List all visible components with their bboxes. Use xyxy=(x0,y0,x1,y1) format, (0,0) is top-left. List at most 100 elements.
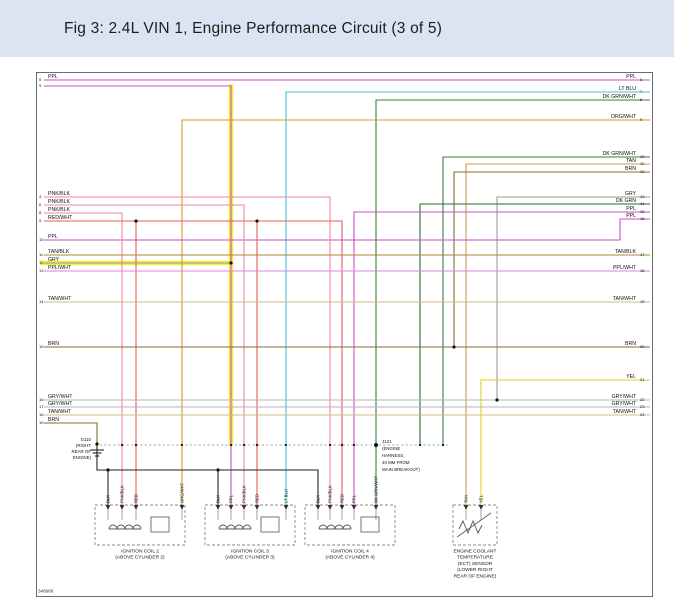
pin-number: 7 xyxy=(640,89,643,94)
wire xyxy=(496,196,650,400)
wire-label: DK GRN/WHT xyxy=(603,151,637,157)
wire-label: GRY/WHT xyxy=(48,394,73,400)
wire-label: PPL xyxy=(626,74,636,80)
splice-label: J121 xyxy=(382,439,392,444)
wire-label: BRN xyxy=(48,341,59,347)
wire-label: TAN/BLK xyxy=(48,249,70,255)
component-caption: IGNITION COIL 3 xyxy=(231,549,269,555)
thermistor-arrow-icon xyxy=(456,512,492,538)
wire xyxy=(442,156,650,445)
pin-number: 8 xyxy=(39,210,42,215)
wire-label: YEL xyxy=(626,374,636,380)
pin-number: 10 xyxy=(39,237,44,242)
pin-number: 6 xyxy=(640,77,643,82)
breakout-dot xyxy=(418,443,422,447)
wire xyxy=(375,99,650,505)
pin-number: 21 xyxy=(640,377,645,382)
pin-number: 22 xyxy=(640,397,645,402)
connector-pin-icon xyxy=(373,505,379,510)
wire-label: RED/WHT xyxy=(48,215,73,221)
breakout-dot xyxy=(328,443,332,447)
wire xyxy=(96,444,319,505)
vertical-wire-label: PNK/BLK xyxy=(120,485,125,503)
connector-pin-icon xyxy=(339,505,345,510)
junction-dot xyxy=(216,468,220,472)
wire-label: BRN xyxy=(625,341,636,347)
wire-label: DK GRN xyxy=(616,198,636,204)
pin-number: 5 xyxy=(39,77,42,82)
vertical-wire-label: PPL xyxy=(229,494,234,503)
wire-label: PPL xyxy=(626,213,636,219)
breakout-dot xyxy=(120,443,124,447)
connector-pin-icon xyxy=(315,505,321,510)
ground-label: G110 xyxy=(81,437,92,442)
pin-number: 15 xyxy=(39,344,44,349)
pin-number: 17 xyxy=(39,404,44,409)
component-caption: ENGINE COOLANT xyxy=(454,549,497,555)
wire-label: GRY/WHT xyxy=(612,394,637,400)
vertical-wire-label: PNK/BLK xyxy=(242,485,247,503)
wire-label: GRY xyxy=(48,257,60,263)
wire-label: ORG/WHT xyxy=(611,114,637,120)
connector-pin-icon xyxy=(133,505,139,510)
wire-label: PPL xyxy=(48,234,58,240)
pin-number: 16 xyxy=(39,397,44,402)
wire-label: PPL xyxy=(626,206,636,212)
breakout-dot xyxy=(352,443,356,447)
connector-pin-icon xyxy=(215,505,221,510)
pin-number: 19 xyxy=(640,299,645,304)
pin-number: 19 xyxy=(39,420,44,425)
component-caption: REAR OF ENGINE) xyxy=(454,573,497,579)
coil-winding-icon xyxy=(218,524,252,530)
component-caption: (ABOVE CYLINDER 4) xyxy=(325,555,375,561)
component-caption: (ABOVE CYLINDER 3) xyxy=(225,555,275,561)
vertical-wire-label: BLK xyxy=(106,495,111,503)
junction-dot xyxy=(495,398,499,402)
pin-number: 12 xyxy=(39,260,44,265)
pin-number: 23 xyxy=(640,404,645,409)
connector-pin-icon xyxy=(105,505,111,510)
breakout-dot xyxy=(255,443,259,447)
wire-label: PPL/WHT xyxy=(613,265,637,271)
component-box xyxy=(452,504,498,546)
connector-pin-icon xyxy=(463,505,469,510)
pin-number: 9 xyxy=(39,83,42,88)
wire-label: LT BLU xyxy=(619,86,636,92)
pin-number: 9 xyxy=(39,218,42,223)
coil-module-icon xyxy=(260,516,280,533)
pin-number: 13 xyxy=(39,268,44,273)
vertical-wire-label: BLK xyxy=(216,495,221,503)
connector-pin-icon xyxy=(478,505,484,510)
pin-number: 13 xyxy=(640,194,645,199)
splice-label: HARNESS, xyxy=(382,453,404,458)
coil-winding-icon xyxy=(108,524,142,530)
wire xyxy=(44,85,232,505)
component-caption: (LOWER RIGHT xyxy=(457,567,493,573)
pin-number: 15 xyxy=(640,209,645,214)
wire xyxy=(480,379,650,505)
wire xyxy=(44,204,245,505)
pin-number: 11 xyxy=(39,252,44,257)
wire-label: PNK/BLK xyxy=(48,191,70,197)
component-caption: IGNITION COIL 4 xyxy=(331,549,369,555)
ground-label: REAR OF xyxy=(71,449,91,454)
connector-pin-icon xyxy=(254,505,260,510)
component-box xyxy=(304,504,396,546)
wire-label: TAN xyxy=(626,158,636,164)
wire-label: PNK/BLK xyxy=(48,207,70,213)
component-caption: (ABOVE CYLINDER 2) xyxy=(115,555,165,561)
pin-number: 20 xyxy=(640,344,645,349)
wire-label: GRY/WHT xyxy=(612,401,637,407)
breakout-dot xyxy=(441,443,445,447)
breakout-dot xyxy=(134,443,138,447)
component-caption: (ECT) SENSOR xyxy=(458,561,493,567)
pin-number: 18 xyxy=(640,268,645,273)
pin-number: 10 xyxy=(640,154,645,159)
vertical-wire-label: YEL xyxy=(479,494,484,503)
diagram-content: J121 (ENGINE HARNESS, 40 MM FROM MAIN BREAKO… xyxy=(39,74,650,579)
wire xyxy=(44,212,123,505)
component-caption: IGNITION COIL 2 xyxy=(121,549,159,555)
pin-number: 24 xyxy=(640,412,645,417)
